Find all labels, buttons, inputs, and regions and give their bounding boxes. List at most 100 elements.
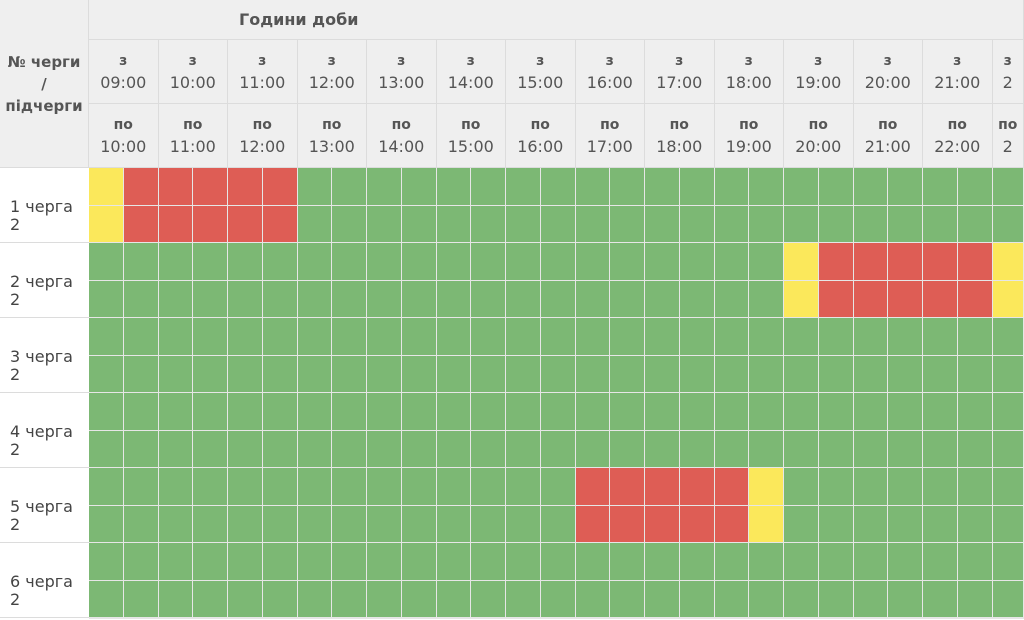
hour-from-header: з 15:00 xyxy=(506,40,576,104)
schedule-cell-on xyxy=(193,468,228,506)
hour-from-time: 09:00 xyxy=(100,72,147,92)
schedule-cell-on xyxy=(784,393,819,431)
hour-from-time: 21:00 xyxy=(934,72,981,92)
schedule-cell-on xyxy=(818,430,854,468)
from-word: з xyxy=(814,52,823,69)
schedule-cell-on xyxy=(610,393,645,431)
schedule-cell-on xyxy=(575,168,611,206)
schedule-cell-on xyxy=(262,505,298,543)
schedule-cell-on xyxy=(297,205,333,243)
schedule-cell-on xyxy=(471,318,506,356)
schedule-cell-on xyxy=(123,280,159,318)
schedule-cell-off xyxy=(610,505,645,543)
schedule-cell-on xyxy=(158,243,194,281)
queue-row-label: 6 черга 2 xyxy=(0,543,89,618)
schedule-cell-on xyxy=(471,168,506,206)
schedule-cell-on xyxy=(784,468,819,506)
schedule-cell-on xyxy=(332,580,367,618)
schedule-cell-on xyxy=(262,318,298,356)
schedule-cell-on xyxy=(992,205,1024,243)
schedule-cell-on xyxy=(158,430,194,468)
queue-name: 6 черга xyxy=(10,572,73,591)
hour-from-header: з 11:00 xyxy=(228,40,298,104)
schedule-cell-on xyxy=(89,280,124,318)
hour-to-header: по 13:00 xyxy=(297,104,367,168)
schedule-cell-on xyxy=(957,505,993,543)
hour-to-time: 21:00 xyxy=(864,136,911,156)
queue-row-label: 3 черга 2 xyxy=(0,318,89,393)
schedule-cell-on xyxy=(436,280,472,318)
schedule-cell-on xyxy=(506,318,541,356)
schedule-cell-on xyxy=(888,318,923,356)
schedule-cell-on xyxy=(992,505,1024,543)
schedule-cell-on xyxy=(749,168,784,206)
schedule-cell-on xyxy=(436,543,472,581)
schedule-cell-on xyxy=(158,355,194,393)
schedule-cell-on xyxy=(228,243,263,281)
from-word: з xyxy=(258,52,267,69)
to-word: по xyxy=(739,116,759,133)
hour-from-header: з 14:00 xyxy=(436,40,506,104)
schedule-cell-on xyxy=(262,580,298,618)
schedule-cell-on xyxy=(853,168,889,206)
schedule-cell-on xyxy=(679,205,715,243)
schedule-cell-on xyxy=(853,543,889,581)
schedule-cell-on xyxy=(679,280,715,318)
schedule-cell-on xyxy=(193,543,228,581)
schedule-cell-on xyxy=(957,318,993,356)
schedule-cell-off xyxy=(853,280,889,318)
to-word: по xyxy=(322,116,342,133)
schedule-cell-on xyxy=(297,580,333,618)
schedule-cell-on xyxy=(714,168,750,206)
schedule-cell-on xyxy=(506,280,541,318)
schedule-cell-on xyxy=(784,543,819,581)
schedule-cell-on xyxy=(645,243,680,281)
schedule-cell-on xyxy=(332,280,367,318)
queue-row-label: 5 черга 2 xyxy=(0,468,89,543)
schedule-cell-off xyxy=(645,505,680,543)
schedule-cell-off xyxy=(818,243,854,281)
schedule-cell-on xyxy=(540,393,576,431)
schedule-cell-on xyxy=(367,318,402,356)
schedule-cell-on xyxy=(262,543,298,581)
schedule-cell-on xyxy=(992,168,1024,206)
schedule-cell-on xyxy=(367,468,402,506)
schedule-cell-on xyxy=(89,355,124,393)
schedule-cell-off xyxy=(262,168,298,206)
schedule-cell-on xyxy=(923,505,958,543)
schedule-cell-on xyxy=(923,318,958,356)
schedule-cell-on xyxy=(679,318,715,356)
hour-to-time: 18:00 xyxy=(656,136,703,156)
hour-to-time: 16:00 xyxy=(517,136,564,156)
schedule-cell-on xyxy=(749,393,784,431)
subqueue-number: 2 xyxy=(10,440,21,459)
schedule-cell-on xyxy=(228,355,263,393)
hour-from-time: 19:00 xyxy=(795,72,842,92)
schedule-cell-on xyxy=(367,205,402,243)
hour-to-header: по 16:00 xyxy=(506,104,576,168)
hour-from-time: 17:00 xyxy=(656,72,703,92)
hour-from-header: з 12:00 xyxy=(297,40,367,104)
subqueue-number: 2 xyxy=(10,215,21,234)
schedule-cell-on xyxy=(714,205,750,243)
hour-from-header: з 10:00 xyxy=(158,40,228,104)
schedule-cell-on xyxy=(262,468,298,506)
schedule-cell-on xyxy=(749,243,784,281)
schedule-cell-off xyxy=(228,168,263,206)
schedule-cell-on xyxy=(818,505,854,543)
schedule-cell-on xyxy=(228,580,263,618)
schedule-cell-maybe xyxy=(992,280,1024,318)
queue-name: 3 черга xyxy=(10,347,73,366)
schedule-cell-on xyxy=(540,318,576,356)
hours-title: Години доби xyxy=(89,0,1024,40)
schedule-cell-on xyxy=(749,355,784,393)
schedule-cell-on xyxy=(436,468,472,506)
to-word: по xyxy=(113,116,133,133)
subqueue-number: 2 xyxy=(10,515,21,534)
schedule-cell-on xyxy=(436,580,472,618)
schedule-cell-on xyxy=(714,543,750,581)
schedule-cell-on xyxy=(957,355,993,393)
hour-to-time: 19:00 xyxy=(725,136,772,156)
schedule-cell-on xyxy=(645,580,680,618)
